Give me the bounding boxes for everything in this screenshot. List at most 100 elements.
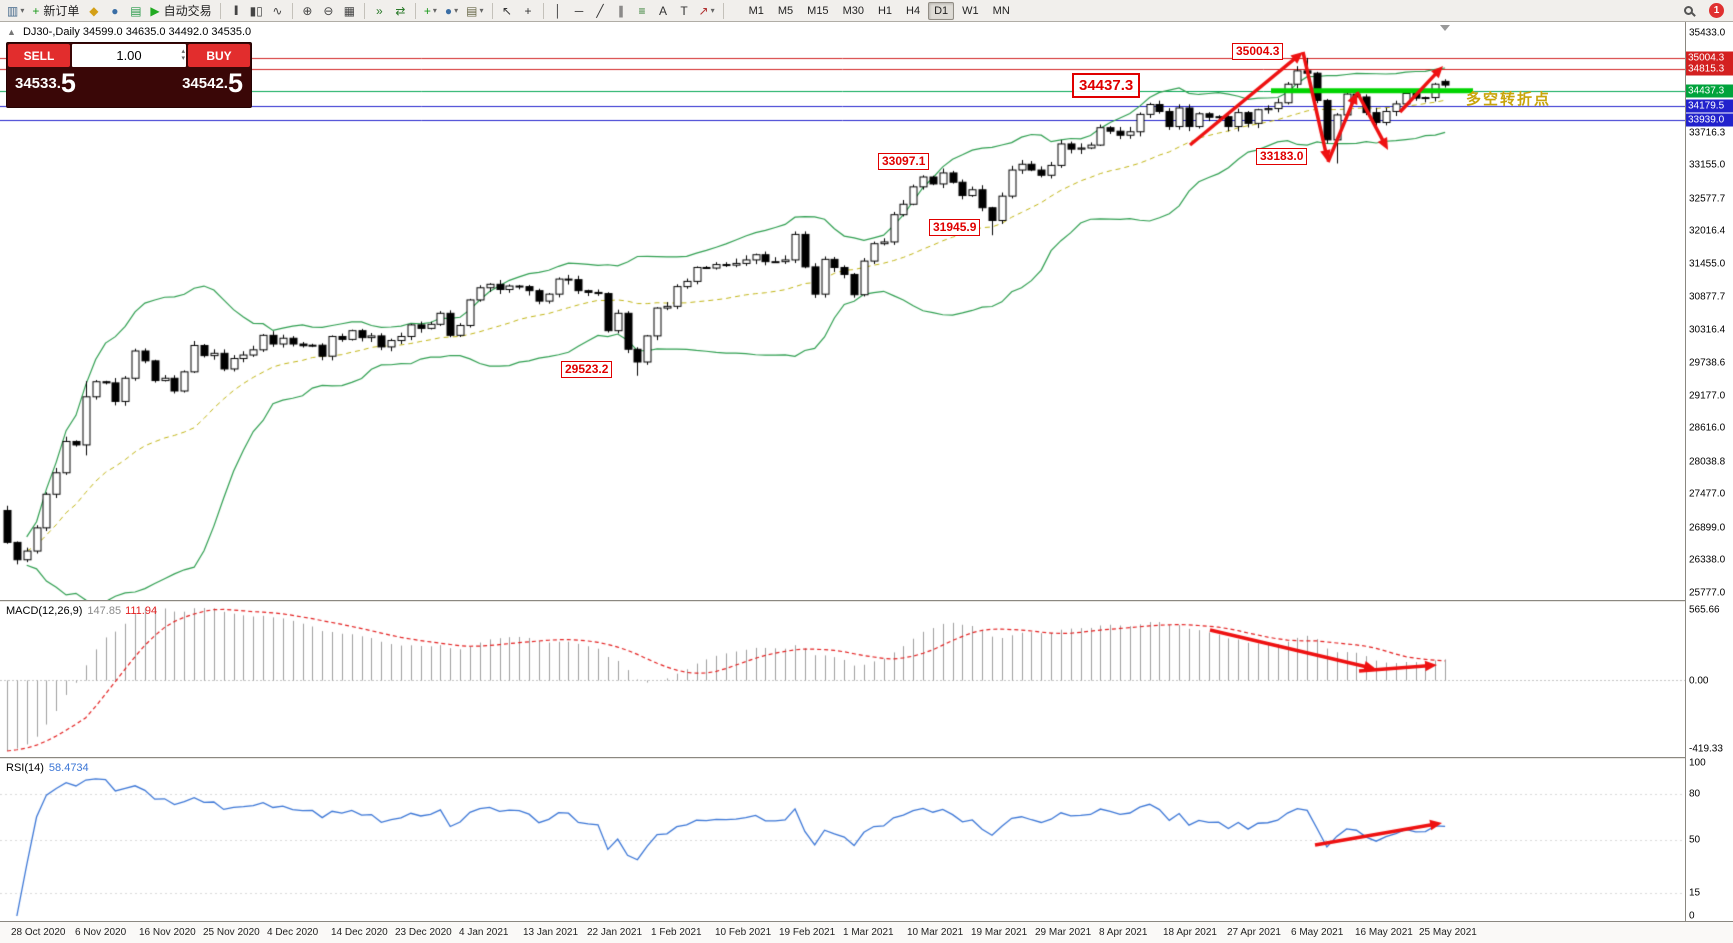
time-axis[interactable]: 28 Oct 2020 6 Nov 2020 16 Nov 2020 25 Nov 2… [0,922,1733,943]
auto-scroll-button[interactable]: » [369,1,390,20]
price-level-badge: 34815.3 [1686,62,1733,76]
line-chart-button[interactable]: ∿ [267,1,288,20]
date-tick-label: 28 Oct 2020 [11,927,66,938]
zoom-in-button[interactable]: ⊕ [297,1,318,20]
one-click-toggle-icon[interactable]: ▲ [7,27,16,37]
fibonacci-button[interactable]: ≡ [632,1,653,20]
label-button[interactable]: T [674,1,695,20]
autotrading-icon: ▶ [150,3,160,18]
objects-list-icon: ● [444,3,453,18]
chart-shift-marker-icon [1440,25,1450,31]
vertical-line-button[interactable]: │ [548,1,569,20]
notification-badge[interactable]: 1 [1709,3,1724,18]
marketwatch-button[interactable]: ▤ [125,1,146,20]
price-tick-label: 28038.8 [1689,456,1726,468]
auto-scroll-icon: » [376,3,383,18]
ask-price-big: 5 [227,68,243,98]
trendline-icon: ╱ [596,3,604,18]
volume-input[interactable]: 1.00 ▴ ▾ [72,44,186,67]
price-annotation[interactable]: 31945.9 [929,219,981,236]
toolbar-separator [722,2,724,19]
bar-chart-icon: ||| [233,4,239,16]
new-order-button-label: 新订单 [43,4,80,18]
tile-windows-button[interactable]: ▦ [339,1,360,20]
metaeditor-button[interactable]: ◆ [83,1,104,20]
candlestick-chart-button[interactable]: ▮▯ [246,1,267,20]
autotrading-button[interactable]: ▶ 自动交易 [146,1,215,20]
new-order-button[interactable]: + 新订单 [28,1,83,20]
date-tick-label: 4 Dec 2020 [267,927,319,938]
timeframe-h1-button[interactable]: H1 [877,4,893,17]
candlestick-chart-icon: ▮▯ [249,3,263,18]
timeframe-m1-button[interactable]: M1 [748,4,764,17]
stepper-up-icon[interactable]: ▴ [181,47,185,55]
timeframe-m15-button[interactable]: M15 [807,4,829,17]
panel-divider[interactable] [0,757,1733,759]
macd-label: MACD(12,26,9) 147.85 111.94 [6,605,157,617]
arrows-button[interactable]: ↗ ▾ [695,1,719,20]
dropdown-caret-icon: ▾ [20,6,25,15]
toolbar-separator [219,2,221,19]
price-axis[interactable]: 35433.0 35004.3 34815.3 34437.3 34179.5 33939… [1686,22,1733,922]
turning-point-label[interactable]: 多空转折点 [1466,91,1552,108]
new-chart-button[interactable]: ▥ ▾ [3,1,28,20]
rsi-canvas[interactable] [0,759,1685,921]
trendline-button[interactable]: ╱ [590,1,611,20]
date-tick-label: 18 Apr 2021 [1163,927,1217,938]
toolbar-separator [291,2,293,19]
objects-list-button[interactable]: ● ▾ [441,1,462,20]
date-tick-label: 23 Dec 2020 [395,927,452,938]
panel-divider[interactable] [0,600,1733,602]
toolbar-separator [542,2,544,19]
price-annotation[interactable]: 35004.3 [1232,43,1284,60]
price-annotation[interactable]: 34437.3 [1072,73,1141,98]
text-button[interactable]: A [653,1,674,20]
buy-button[interactable]: BUY [188,44,250,67]
date-tick-label: 10 Mar 2021 [907,927,964,938]
panel-divider[interactable] [0,921,1733,922]
timeframe-h4-button[interactable]: H4 [906,4,921,17]
price-chart-canvas[interactable] [0,22,1685,600]
toolbar-separator [414,2,416,19]
cursor-button[interactable]: ↖ [497,1,518,20]
price-level-badge: 34437.3 [1686,84,1733,98]
sell-button[interactable]: SELL [8,44,70,67]
price-annotation[interactable]: 29523.2 [561,361,613,378]
price-tick-label: 30877.7 [1689,291,1726,303]
channel-button[interactable]: ∥ [611,1,632,20]
volume-stepper[interactable]: ▴ ▾ [181,44,185,67]
timeframe-mn-button[interactable]: MN [992,4,1010,17]
date-tick-label: 16 Nov 2020 [139,927,196,938]
price-tick-label: 28616.0 [1689,422,1726,434]
axis-border [1685,22,1686,921]
crosshair-button[interactable]: + [518,1,539,20]
macd-canvas[interactable] [0,602,1685,757]
bid-price: 34533. 5 [15,70,76,97]
timeframe-d1-button[interactable]: D1 [928,1,955,20]
search-button[interactable] [1678,1,1699,20]
price-annotation[interactable]: 33183.0 [1256,148,1308,165]
ohlc-values: 34599.0 34635.0 34492.0 34535.0 [82,26,252,38]
stepper-down-icon[interactable]: ▾ [181,54,185,62]
add-indicator-button[interactable]: + ▾ [420,1,441,20]
zoom-out-button[interactable]: ⊖ [318,1,339,20]
price-annotation[interactable]: 33097.1 [878,153,930,170]
crosshair-icon: + [524,3,532,18]
timeframe-m30-button[interactable]: M30 [842,4,864,17]
bid-price-big: 5 [60,68,76,98]
timeframe-m5-button[interactable]: M5 [777,4,794,17]
new-order-icon: + [32,3,40,18]
options-button[interactable]: ● [104,1,125,20]
timeframe-w1-button[interactable]: W1 [962,4,979,17]
one-click-trading-panel: SELL 1.00 ▴ ▾ BUY 34533. 5 34542. 5 [6,42,252,108]
rsi-value: 58.4734 [48,762,89,774]
templates-button[interactable]: ▤ ▾ [462,1,487,20]
bar-chart-button[interactable]: ||| [225,1,246,20]
chart-shift-icon: ⇄ [395,3,406,18]
date-tick-label: 25 Nov 2020 [203,927,260,938]
chart-shift-button[interactable]: ⇄ [390,1,411,20]
ask-price: 34542. 5 [182,70,243,97]
macd-zero-label: 0.00 [1689,675,1709,686]
templates-icon: ▤ [466,3,478,18]
horizontal-line-button[interactable]: ─ [569,1,590,20]
